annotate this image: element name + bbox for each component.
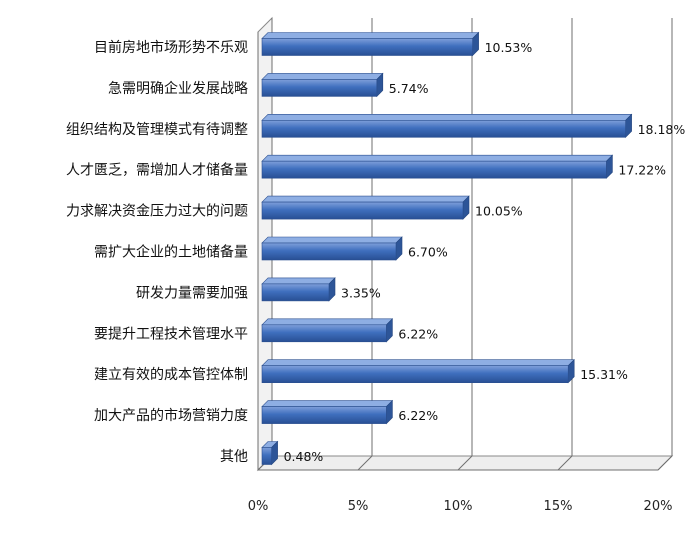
category-labels: 目前房地市场形势不乐观急需明确企业发展战略组织结构及管理模式有待调整人才匮乏，需…: [66, 39, 248, 465]
x-tick-label: 10%: [444, 499, 473, 514]
value-label: 6.22%: [398, 326, 438, 341]
value-label: 0.48%: [284, 449, 324, 464]
value-label: 10.53%: [485, 40, 533, 55]
category-label: 需扩大企业的土地储备量: [94, 244, 248, 261]
bar-top-face: [261, 114, 633, 121]
bar-front-face: [261, 283, 330, 302]
category-label: 组织结构及管理模式有待调整: [66, 122, 248, 138]
x-tick-label: 20%: [644, 499, 673, 514]
x-tick-label: 0%: [248, 499, 269, 514]
bar-top-face: [261, 318, 394, 326]
value-labels: 10.53% 5.74% 18.18% 17.22% 10.05% 6.70% 3.35% 6…: [284, 40, 686, 464]
gridline-floor: [657, 455, 673, 471]
category-label: 加大产品的市场营销力度: [94, 407, 248, 424]
bar-front-face: [261, 406, 387, 424]
value-label: 3.35%: [341, 285, 381, 300]
bar: [261, 154, 614, 179]
category-label: 研发力量需要加强: [136, 285, 248, 301]
category-label: 力求解决资金压力过大的问题: [66, 204, 248, 220]
bar-top-face: [261, 400, 394, 407]
bar-front-face: [261, 160, 607, 179]
bar-top-face: [261, 277, 336, 285]
bar: [261, 236, 403, 261]
gridline-floor: [357, 455, 373, 471]
bar-front-face: [261, 242, 397, 261]
bar: [261, 399, 394, 425]
bar-top-face: [261, 236, 403, 244]
bars: [261, 31, 633, 466]
bar-front-face: [261, 38, 473, 56]
bar-front-face: [261, 447, 272, 465]
x-tick-label: 15%: [544, 499, 573, 514]
bar-top-face: [261, 195, 470, 203]
category-label: 要提升工程技术管理水平: [94, 326, 248, 342]
bar-front-face: [261, 324, 387, 343]
value-label: 6.22%: [398, 408, 438, 423]
bar: [261, 318, 394, 343]
value-label: 5.74%: [389, 81, 429, 96]
x-axis-tick-labels: 0% 5% 10% 15% 20%: [248, 499, 673, 514]
bar-front-face: [261, 120, 626, 138]
x-tick-label: 5%: [348, 499, 369, 514]
bar-front-face: [261, 365, 569, 384]
bar: [261, 113, 633, 139]
bar: [261, 31, 480, 57]
gridline-floor: [557, 455, 573, 471]
bar-top-face: [261, 73, 384, 80]
bar: [261, 72, 384, 98]
value-label: 6.70%: [408, 245, 448, 260]
bar-front-face: [261, 79, 378, 97]
category-label: 其他: [220, 449, 248, 465]
bar-top-face: [261, 154, 614, 162]
bar: [261, 440, 279, 466]
value-label: 18.18%: [638, 122, 686, 137]
bar-top-face: [261, 32, 480, 39]
gridline-floor: [457, 455, 473, 471]
bar-top-face: [261, 359, 575, 367]
category-label: 急需明确企业发展战略: [108, 80, 248, 97]
bar: [261, 195, 470, 220]
bar: [261, 358, 575, 384]
category-label: 目前房地市场形势不乐观: [94, 39, 248, 56]
value-label: 15.31%: [580, 367, 628, 382]
bar-front-face: [261, 201, 464, 220]
category-label: 人才匮乏，需增加人才储备量: [66, 162, 248, 179]
bar: [261, 277, 336, 302]
value-label: 10.05%: [475, 204, 523, 219]
category-label: 建立有效的成本管控体制: [94, 367, 248, 383]
value-label: 17.22%: [618, 163, 666, 178]
